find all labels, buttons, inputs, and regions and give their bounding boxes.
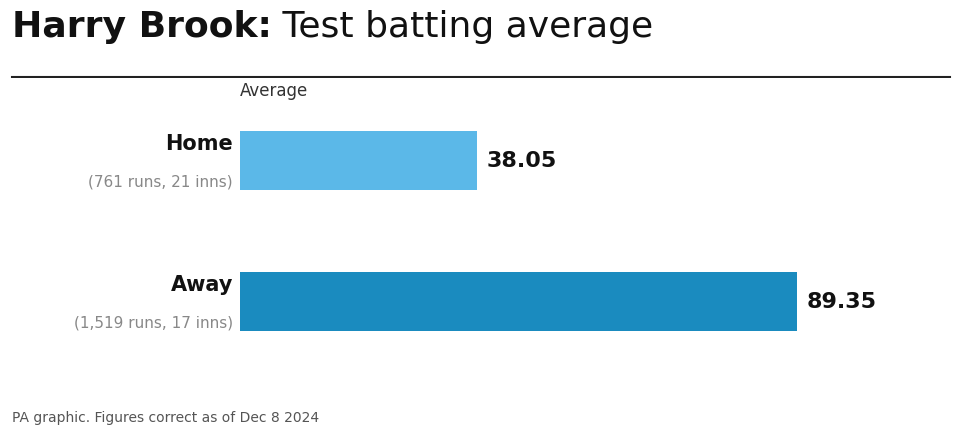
Text: Home: Home	[165, 133, 232, 153]
Text: (1,519 runs, 17 inns): (1,519 runs, 17 inns)	[74, 316, 232, 331]
Text: Harry Brook:: Harry Brook:	[12, 10, 272, 44]
Text: 38.05: 38.05	[487, 150, 557, 170]
Text: PA graphic. Figures correct as of Dec 8 2024: PA graphic. Figures correct as of Dec 8 …	[12, 411, 319, 425]
Text: Away: Away	[171, 275, 232, 295]
Text: 89.35: 89.35	[806, 292, 876, 312]
Text: Test batting average: Test batting average	[272, 10, 654, 44]
Bar	[240, 131, 477, 190]
Text: Average: Average	[240, 82, 308, 100]
Bar	[240, 272, 797, 331]
Text: (761 runs, 21 inns): (761 runs, 21 inns)	[88, 175, 232, 190]
